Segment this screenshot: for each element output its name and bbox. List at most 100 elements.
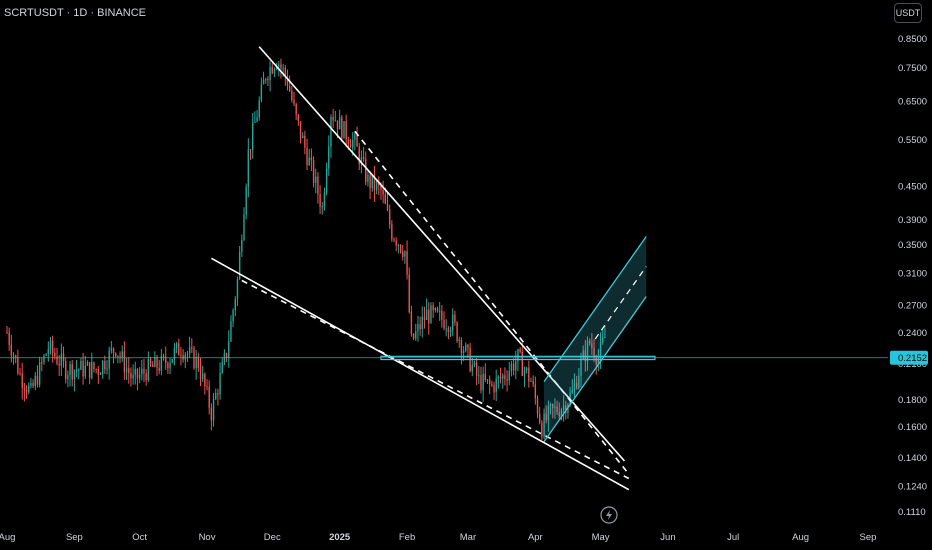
- currency-button[interactable]: USDT: [894, 3, 922, 23]
- candle-body: [365, 159, 367, 182]
- candle-body: [430, 305, 432, 324]
- candle-body: [595, 357, 597, 365]
- candle-body: [112, 348, 115, 354]
- candle-body: [95, 369, 97, 371]
- candle-body: [556, 406, 558, 413]
- candle-body: [306, 147, 308, 166]
- candle-body: [573, 382, 576, 390]
- candle-body: [180, 355, 182, 357]
- candle-body: [6, 332, 8, 334]
- candle-body: [415, 331, 417, 339]
- time-axis-label: Jun: [660, 532, 675, 543]
- candle-body: [554, 406, 556, 408]
- candle-body: [201, 373, 204, 379]
- candle-body: [517, 349, 519, 362]
- candle-body: [286, 76, 289, 86]
- candle-body: [75, 369, 78, 371]
- candle-body: [419, 324, 421, 330]
- candle-body: [60, 354, 63, 366]
- candle-body: [34, 375, 36, 387]
- candle-body: [488, 379, 491, 385]
- candle-body: [599, 342, 602, 359]
- candle-body: [371, 175, 373, 189]
- candle-body: [23, 387, 26, 391]
- symbol-title[interactable]: SCRTUSDT · 1D · BINANCE: [4, 7, 147, 19]
- candle-body: [360, 157, 363, 165]
- candle-body: [352, 140, 354, 148]
- candle-body: [78, 369, 80, 371]
- candle-body: [82, 360, 84, 377]
- candle-body: [299, 121, 302, 139]
- candle-body: [356, 134, 358, 147]
- candle-body: [69, 364, 71, 376]
- candle-body: [271, 66, 273, 74]
- candle-body: [578, 375, 580, 389]
- candle-body: [534, 384, 537, 399]
- candle-body: [260, 84, 263, 101]
- candle-body: [393, 239, 395, 241]
- candle-body: [408, 274, 410, 312]
- price-axis-label: 0.3100: [898, 268, 927, 279]
- time-axis-label: Sep: [66, 532, 83, 543]
- candle-body: [130, 373, 132, 379]
- candle-body: [84, 365, 86, 377]
- candle-body: [245, 186, 247, 215]
- candle-body: [367, 175, 369, 182]
- candle-body: [562, 405, 565, 411]
- candle-body: [425, 309, 428, 321]
- candle-body: [275, 66, 278, 70]
- candle-body: [41, 362, 43, 364]
- candle-body: [536, 398, 539, 414]
- candle-body: [412, 333, 415, 339]
- candle-body: [321, 206, 323, 208]
- candle-body: [295, 103, 297, 115]
- candle-body: [304, 135, 306, 148]
- candle-body: [288, 85, 291, 91]
- candle-body: [56, 356, 58, 364]
- candle-body: [402, 251, 404, 257]
- candle-body: [269, 66, 271, 81]
- candle-body: [280, 64, 282, 68]
- candle-body: [45, 354, 47, 356]
- candle-body: [399, 244, 402, 252]
- candle-body: [482, 373, 484, 391]
- candle-body: [25, 390, 28, 393]
- candle-body: [132, 374, 134, 379]
- candle-body: [262, 79, 265, 85]
- candle-body: [434, 308, 437, 311]
- candle-body: [278, 64, 280, 67]
- candle-body: [319, 194, 321, 208]
- candle-body: [149, 358, 152, 365]
- candle-body: [345, 121, 347, 140]
- candle-body: [51, 340, 54, 353]
- time-axis-label: Jul: [727, 532, 739, 543]
- time-axis-label: Oct: [132, 532, 147, 543]
- channel-median-line: [594, 266, 647, 340]
- candle-body: [47, 349, 50, 355]
- candle-body: [397, 244, 400, 246]
- dashed-trendline: [354, 130, 628, 472]
- candle-body: [197, 356, 200, 369]
- candle-body: [460, 339, 463, 354]
- candle-body: [382, 190, 384, 195]
- candle-body: [88, 362, 91, 378]
- candle-body: [234, 298, 236, 311]
- candle-body: [212, 398, 215, 421]
- time-axis-label: Mar: [460, 532, 476, 543]
- candle-body: [141, 368, 143, 375]
- candle-body: [323, 192, 326, 207]
- candle-body: [552, 403, 554, 408]
- candle-body: [206, 386, 208, 388]
- candle-body: [167, 363, 169, 369]
- candle-body: [571, 389, 574, 393]
- candle-body: [334, 120, 337, 122]
- candle-body: [484, 373, 487, 380]
- candle-body: [380, 185, 382, 191]
- candle-body: [543, 413, 545, 437]
- candle-body: [582, 350, 584, 359]
- candle-body: [106, 368, 108, 370]
- candle-body: [256, 117, 258, 122]
- candle-body: [143, 368, 145, 374]
